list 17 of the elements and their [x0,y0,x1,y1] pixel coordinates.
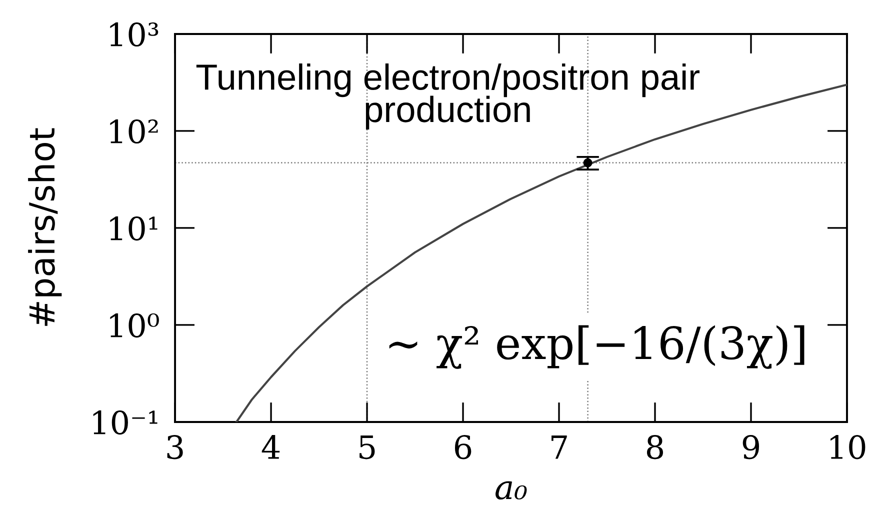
y-tick-label: 10³ [110,22,158,47]
x-tick-label: 5 [360,435,375,460]
x-tick-label: 9 [742,435,760,460]
y-tick-label: 10⁰ [110,313,159,338]
x-tick-label: 4 [262,435,280,459]
y-axis-title: #pairs/shot [28,128,62,326]
y-tick-label: 10² [110,119,158,144]
x-axis-title: a₀ [496,481,527,500]
x-tick-label: 6 [454,435,472,460]
annotation: Tunneling electron/positron pair production [196,63,700,130]
x-tick-label: 7 [552,435,567,459]
x-tick-label: 8 [646,435,664,460]
y-tick-label: 10¹ [110,216,158,241]
x-tick-label: 3 [167,435,183,460]
x-tick-label: 10 [830,435,866,460]
annotation: ∼ χ² exp[−16/(3χ)] [389,325,804,369]
y-tick-label: 10⁻¹ [93,410,158,435]
